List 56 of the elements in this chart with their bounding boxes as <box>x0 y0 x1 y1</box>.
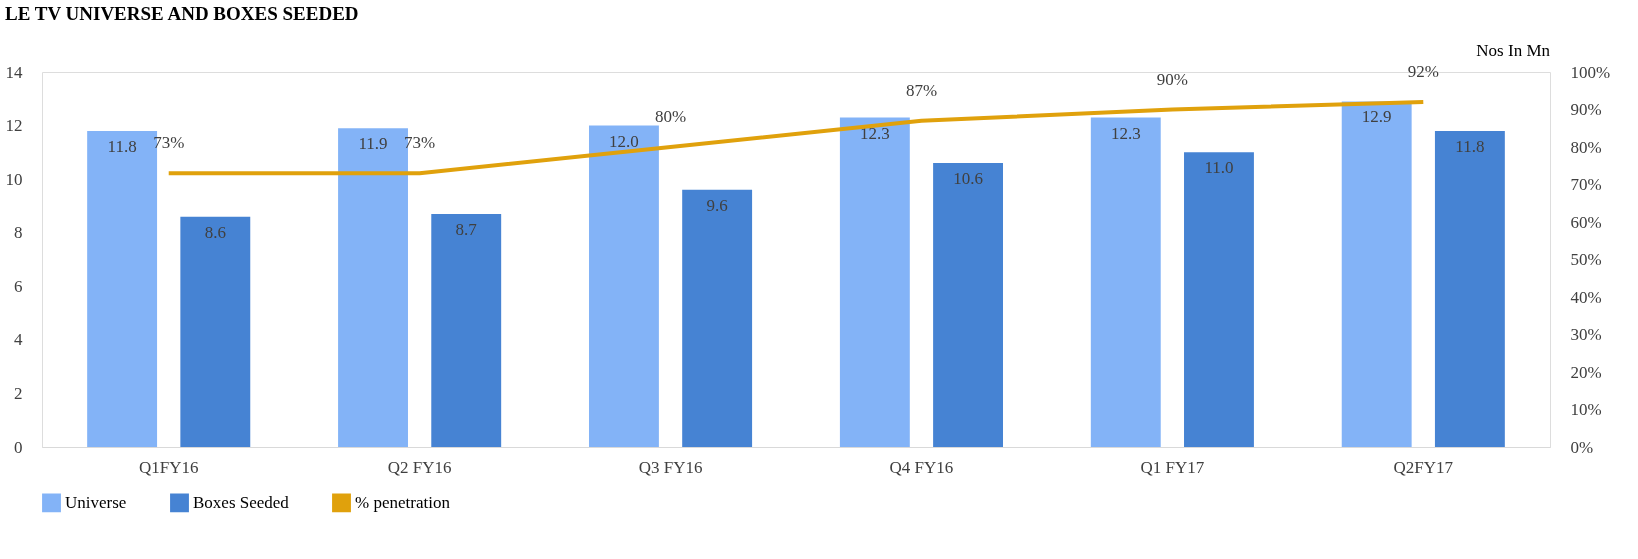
bar <box>180 216 251 447</box>
data-label: 87% <box>905 80 938 100</box>
y-tick-label: 10 <box>5 169 23 189</box>
legend-label: % penetration <box>355 492 451 512</box>
chart-title: LE TV UNIVERSE AND BOXES SEEDED <box>5 3 359 24</box>
y2-tick-label: 20% <box>1570 362 1602 382</box>
y-tick-label: 6 <box>14 276 23 296</box>
y2-tick-label: 10% <box>1570 400 1602 419</box>
bar <box>1341 101 1412 447</box>
y2-tick-label: 0% <box>1570 437 1594 457</box>
y2-tick-label: 100% <box>1570 62 1611 82</box>
y-tick-label: 12 <box>5 116 23 136</box>
data-label: 9.6 <box>706 195 728 215</box>
data-label: 11.9 <box>358 134 388 154</box>
bar <box>1184 152 1254 447</box>
x-tick-label: Q3 FY16 <box>638 457 703 477</box>
data-label: 12.9 <box>1361 107 1392 127</box>
x-tick-label: Q2 FY16 <box>387 457 452 477</box>
y-tick-label: 8 <box>14 223 23 243</box>
x-tick-label: Q2FY17 <box>1393 457 1454 477</box>
bar <box>431 213 502 447</box>
bar <box>589 125 659 447</box>
text: Nos In Mn <box>1476 41 1551 60</box>
data-label: 11.8 <box>1455 136 1485 156</box>
y2-tick-label: 40% <box>1570 287 1602 307</box>
y2-tick-label: 90% <box>1570 100 1602 119</box>
data-label: 92% <box>1407 62 1439 81</box>
data-label: 12.3 <box>1110 123 1141 143</box>
data-label: 11.0 <box>1204 158 1234 178</box>
data-label: 12.0 <box>609 131 639 151</box>
x-tick-label: Q1FY16 <box>138 457 199 477</box>
legend-label: Boxes Seeded <box>193 492 290 512</box>
data-label: 12.3 <box>859 123 890 143</box>
y2-tick-label: 50% <box>1570 250 1602 269</box>
y-tick-label: 14 <box>5 62 23 82</box>
bar <box>1434 130 1505 447</box>
data-label: 80% <box>654 107 687 126</box>
data-label: 11.8 <box>107 136 137 156</box>
data-label: 10.6 <box>953 169 983 189</box>
y-tick-label: 2 <box>14 383 23 403</box>
y-tick-label: 4 <box>14 330 23 350</box>
data-label: 90% <box>1156 69 1188 89</box>
legend-label: Universe <box>65 492 127 512</box>
x-tick-label: Q4 FY16 <box>889 457 954 477</box>
x-tick-label: Q1 FY17 <box>1140 457 1205 477</box>
y2-tick-label: 30% <box>1570 325 1602 344</box>
data-label: 8.6 <box>204 222 226 242</box>
y-tick-label: 0 <box>14 437 23 457</box>
bar <box>933 163 1003 447</box>
data-label: 8.7 <box>455 219 478 239</box>
y2-tick-label: 80% <box>1570 137 1602 157</box>
bar <box>839 117 910 447</box>
bar <box>682 189 753 447</box>
y2-tick-label: 60% <box>1570 212 1602 232</box>
y2-tick-label: 70% <box>1570 175 1602 194</box>
bar <box>1090 117 1161 447</box>
